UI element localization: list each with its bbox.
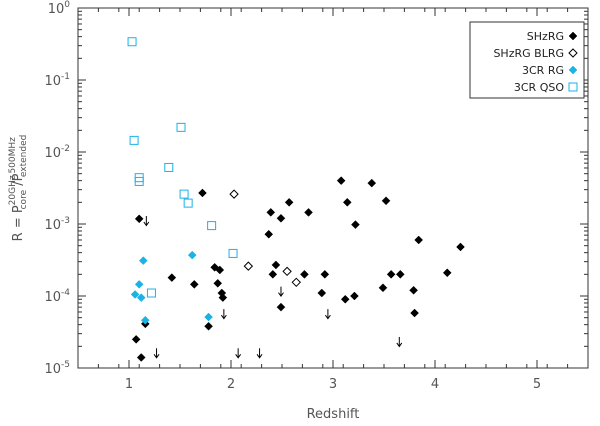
shzrg-point xyxy=(300,269,309,279)
upper-limit-arrow xyxy=(235,348,242,359)
shzrg-point xyxy=(204,321,213,331)
shzrg-point xyxy=(167,273,177,282)
shzrg-point xyxy=(268,269,278,279)
legend-marker xyxy=(568,31,578,41)
upper-limit-arrow xyxy=(143,216,150,227)
shzrg-point xyxy=(284,197,294,207)
shzrg-blrg-point xyxy=(229,189,239,199)
shzrg-blrg-point xyxy=(243,261,254,271)
legend: SHzRG SHzRG BLRG 3CR RG 3CR QSO xyxy=(469,21,585,99)
3cr-qso-point xyxy=(228,248,238,258)
3cr-qso-point xyxy=(129,135,139,145)
y-axis-label-num-sub: core xyxy=(19,189,29,209)
y-tick-label: 10-3 xyxy=(44,216,70,233)
upper-limit-arrow xyxy=(324,309,331,320)
upper-limit-arrow xyxy=(278,286,284,297)
3cr-rg-point xyxy=(204,312,213,322)
shzrg-point xyxy=(381,196,391,206)
y-axis-label-den-sup: 500MHz xyxy=(8,137,18,174)
3cr-rg-point xyxy=(138,256,148,265)
shzrg-point xyxy=(189,280,199,289)
3cr-qso-point xyxy=(179,189,189,199)
shzrg-point xyxy=(342,197,352,207)
upper-limit-arrow xyxy=(396,336,403,348)
shzrg-point xyxy=(215,265,225,275)
x-tick-label: 3 xyxy=(329,377,337,392)
y-tick-label: 10-5 xyxy=(44,360,70,377)
3cr-qso-point xyxy=(176,122,186,132)
shzrg-point xyxy=(378,283,388,293)
upper-limit-arrow xyxy=(153,348,160,359)
3cr-rg-point xyxy=(130,290,140,299)
shzrg-point xyxy=(213,278,223,288)
shzrg-point xyxy=(136,353,146,362)
3cr-rg-point xyxy=(187,250,197,260)
3cr-qso-point xyxy=(127,37,137,47)
y-tick-label: 100 xyxy=(48,0,71,17)
y-axis-label-num-sup: 20GHz xyxy=(8,175,18,205)
3cr-rg-point xyxy=(140,315,150,325)
shzrg-point xyxy=(271,260,281,270)
x-tick-label: 2 xyxy=(227,377,235,392)
shzrg-point xyxy=(340,294,350,304)
3cr-qso-point xyxy=(164,162,174,172)
y-tick-label: 10-2 xyxy=(44,144,70,161)
shzrg-point xyxy=(350,291,359,301)
shzrg-point xyxy=(456,242,465,252)
3cr-qso-point xyxy=(207,221,217,231)
legend-label: SHzRG BLRG xyxy=(493,47,564,60)
x-tick-label: 4 xyxy=(431,377,439,392)
data-marks xyxy=(127,37,465,362)
shzrg-point xyxy=(317,288,327,298)
x-tick-label: 1 xyxy=(125,377,133,392)
x-tick-label: 5 xyxy=(533,377,541,392)
shzrg-point xyxy=(266,208,276,217)
3cr-qso-point xyxy=(146,288,156,298)
legend-box xyxy=(469,21,585,99)
shzrg-point xyxy=(410,308,419,318)
legend-label: 3CR RG xyxy=(522,64,564,77)
shzrg-point xyxy=(264,229,274,239)
y-axis-label: R = P20GHzcore /P500MHzextended xyxy=(8,135,29,242)
y-tick-label: 10-1 xyxy=(44,72,70,89)
y-axis-label-den-sub: extended xyxy=(19,135,29,177)
3cr-qso-point xyxy=(134,176,144,186)
shzrg-point xyxy=(276,213,286,223)
y-axis-label-prefix: R = P xyxy=(11,205,26,241)
y-tick-label: 10-4 xyxy=(44,288,70,305)
shzrg-point xyxy=(409,285,418,295)
shzrg-point xyxy=(320,269,330,279)
shzrg-point xyxy=(276,302,286,312)
shzrg-point xyxy=(351,220,360,229)
shzrg-point xyxy=(367,178,377,188)
upper-limit-arrow xyxy=(220,309,227,320)
3cr-qso-point xyxy=(183,198,193,208)
shzrg-point xyxy=(218,293,228,302)
shzrg-point xyxy=(414,235,424,245)
shzrg-point xyxy=(386,269,396,279)
legend-label: SHzRG xyxy=(527,30,564,43)
shzrg-point xyxy=(336,176,346,186)
legend-marker xyxy=(568,65,578,75)
legend-label: 3CR QSO xyxy=(514,81,564,94)
y-axis-label-sep: /P xyxy=(11,173,26,190)
x-axis-label: Redshift xyxy=(307,407,360,422)
upper-limit-arrow xyxy=(256,348,263,359)
3cr-rg-point xyxy=(136,293,146,302)
3cr-rg-point xyxy=(134,280,144,289)
axis-ticks: 1 2 3 4 5 10-5 10-4 10-3 10-2 10-1 100 xyxy=(44,0,589,392)
shzrg-point xyxy=(304,208,313,217)
shzrg-point xyxy=(131,334,141,344)
shzrg-point xyxy=(395,269,405,279)
shzrg-point xyxy=(198,188,207,198)
shzrg-blrg-point xyxy=(291,277,301,288)
legend-marker xyxy=(568,82,578,92)
shzrg-point xyxy=(442,268,452,278)
shzrg-point xyxy=(134,214,144,224)
shzrg-blrg-point xyxy=(282,266,292,277)
legend-marker xyxy=(568,48,578,58)
